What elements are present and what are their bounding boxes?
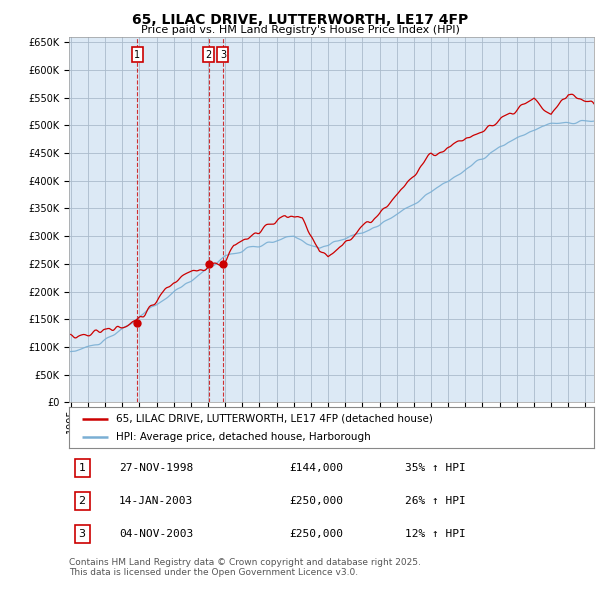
- Text: 1: 1: [79, 463, 86, 473]
- Text: 04-NOV-2003: 04-NOV-2003: [119, 529, 193, 539]
- Text: Contains HM Land Registry data © Crown copyright and database right 2025.
This d: Contains HM Land Registry data © Crown c…: [69, 558, 421, 577]
- Text: 14-JAN-2003: 14-JAN-2003: [119, 496, 193, 506]
- Text: 65, LILAC DRIVE, LUTTERWORTH, LE17 4FP: 65, LILAC DRIVE, LUTTERWORTH, LE17 4FP: [132, 13, 468, 27]
- Text: 1: 1: [134, 50, 140, 60]
- Text: HPI: Average price, detached house, Harborough: HPI: Average price, detached house, Harb…: [116, 432, 371, 442]
- Text: 27-NOV-1998: 27-NOV-1998: [119, 463, 193, 473]
- Text: 3: 3: [220, 50, 226, 60]
- Text: Price paid vs. HM Land Registry's House Price Index (HPI): Price paid vs. HM Land Registry's House …: [140, 25, 460, 35]
- Text: 35% ↑ HPI: 35% ↑ HPI: [405, 463, 466, 473]
- Text: 3: 3: [79, 529, 86, 539]
- Text: 26% ↑ HPI: 26% ↑ HPI: [405, 496, 466, 506]
- Text: £144,000: £144,000: [290, 463, 343, 473]
- Text: 12% ↑ HPI: 12% ↑ HPI: [405, 529, 466, 539]
- Text: £250,000: £250,000: [290, 496, 343, 506]
- Text: 2: 2: [79, 496, 86, 506]
- Text: £250,000: £250,000: [290, 529, 343, 539]
- Text: 65, LILAC DRIVE, LUTTERWORTH, LE17 4FP (detached house): 65, LILAC DRIVE, LUTTERWORTH, LE17 4FP (…: [116, 414, 433, 424]
- Text: 2: 2: [206, 50, 212, 60]
